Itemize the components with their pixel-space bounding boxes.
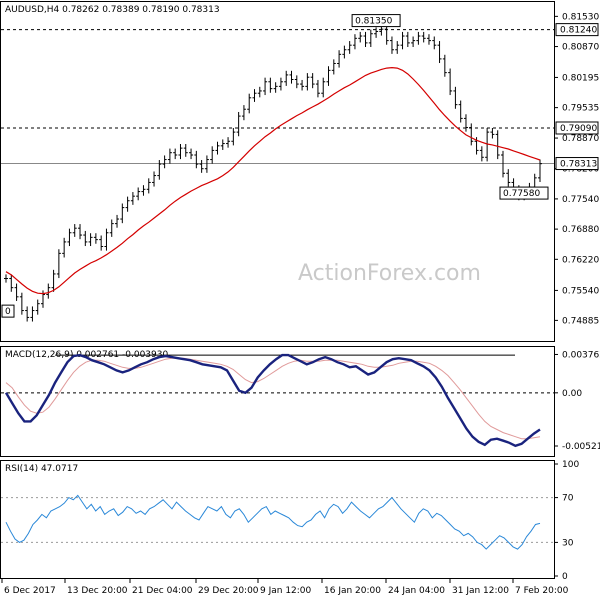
x-tick-label: 7 Feb 20:00 (515, 586, 569, 596)
x-tick-label: 29 Dec 20:00 (198, 586, 259, 596)
macd-signal-line (5, 357, 541, 440)
price-y-tick-label: 0.76220 (562, 255, 599, 265)
x-tick-label: 13 Dec 20:00 (67, 586, 128, 596)
price-y-tick-label: 0.81530 (562, 12, 599, 22)
price-y-tick-label: 0.78870 (562, 134, 599, 144)
price-annotation-label: 0.81350 (355, 17, 392, 27)
macd-y-axis: 0.003762 0.00 -0.005216 (554, 350, 600, 452)
price-level-label: 0.79090 (560, 124, 597, 134)
rsi-levels (1, 497, 554, 543)
price-level-label: 0.81240 (560, 26, 597, 36)
rsi-panel-frame (0, 460, 555, 579)
price-annotation-box (1, 304, 15, 318)
rsi-y-tick-label: 0 (562, 572, 568, 582)
x-tick-label: 16 Jan 20:00 (324, 586, 381, 596)
price-annotation-box (499, 186, 549, 200)
rsi-y-tick-label: 70 (562, 494, 574, 504)
price-annotation-label: 0 (5, 307, 11, 317)
macd-panel-frame (0, 346, 555, 457)
rsi-title: RSI(14) 47.0717 (5, 464, 78, 474)
x-axis: 6 Dec 2017 13 Dec 20:00 21 Dec 04:00 29 Dec… (1, 579, 569, 596)
price-bars (4, 25, 542, 322)
price-y-tick-label: 0.80870 (562, 43, 599, 53)
price-level-box (555, 23, 599, 37)
moving-average-line (5, 66, 541, 295)
macd-panel: MACD(12,26,9) 0.002761 -0.003930 0.00376… (0, 346, 600, 457)
price-level-box (555, 157, 599, 171)
rsi-panel: RSI(14) 47.0717 100 70 30 0 (0, 460, 579, 582)
price-annotation-box (351, 14, 401, 28)
price-level-label: 0.78313 (560, 160, 597, 170)
x-tick-label: 31 Jan 12:00 (452, 586, 509, 596)
price-levels: 0.81240 0.79090 0.78313 (1, 23, 599, 171)
macd-line (4, 353, 541, 448)
rsi-y-tick-label: 100 (562, 460, 579, 470)
price-y-tick-label: 0.79535 (562, 104, 599, 114)
x-tick-label: 21 Dec 04:00 (132, 586, 193, 596)
price-y-tick-label: 0.75540 (562, 286, 599, 296)
price-y-tick-label: 0.76880 (562, 225, 599, 235)
rsi-y-axis: 100 70 30 0 (554, 460, 579, 582)
macd-y-tick-label: -0.005216 (562, 442, 600, 452)
macd-y-tick-label: 0.00 (562, 389, 582, 399)
x-tick-label: 24 Jan 04:00 (388, 586, 445, 596)
macd-y-tick-label: 0.003762 (562, 350, 600, 360)
x-tick-label: 6 Dec 2017 (4, 586, 56, 596)
price-y-axis: 0.815300.808700.801950.795350.788700.782… (554, 12, 599, 326)
price-annotation-label: 0.77580 (503, 189, 540, 199)
watermark: ActionForex.com (298, 261, 481, 286)
price-y-tick-label: 0.74885 (562, 316, 599, 326)
price-y-tick-label: 0.77540 (562, 195, 599, 205)
rsi-y-tick-label: 30 (562, 538, 574, 548)
price-panel: ActionForex.com AUDUSD,H4 0.78262 0.7838… (0, 1, 599, 342)
price-y-tick-label: 0.80195 (562, 73, 599, 83)
price-level-box (555, 121, 599, 135)
x-tick-label: 9 Jan 12:00 (260, 586, 312, 596)
price-annotations: 0.81350 0.77580 0 (1, 14, 549, 318)
price-panel-frame (0, 1, 555, 342)
rsi-line (5, 494, 541, 550)
price-title: AUDUSD,H4 0.78262 0.78389 0.78190 0.7831… (5, 5, 220, 15)
